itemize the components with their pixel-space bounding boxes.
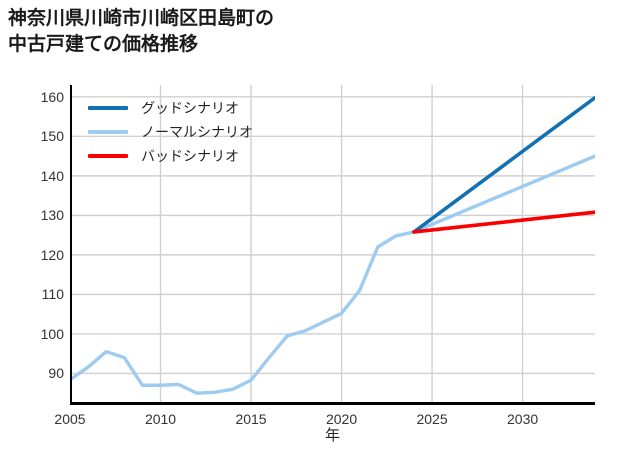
- series-line-0: [412, 95, 595, 234]
- chart-title: 神奈川県川崎市川崎区田島町の 中古戸建ての価格推移: [8, 8, 275, 56]
- legend-swatch-good: [88, 106, 128, 110]
- legend-swatch-normal: [88, 130, 128, 134]
- y-tick-label: 140: [40, 167, 64, 184]
- legend-item-good[interactable]: グッドシナリオ: [88, 96, 253, 120]
- legend-label-good: グッドシナリオ: [141, 100, 239, 116]
- series-line-1: [70, 154, 595, 395]
- legend-item-normal[interactable]: ノーマルシナリオ: [88, 120, 253, 144]
- gridlines: [70, 85, 595, 405]
- y-tick-label: 100: [40, 325, 64, 342]
- x-tick-label: 2005: [54, 411, 86, 427]
- x-axis-title: 年: [324, 427, 340, 444]
- axis-lines: [70, 85, 595, 405]
- x-tick-label: 2015: [235, 411, 267, 427]
- y-tick-label: 160: [40, 88, 64, 105]
- y-tick-label: 110: [41, 286, 64, 303]
- y-tick-label: 150: [40, 128, 64, 145]
- series-line-2: [412, 210, 595, 234]
- y-tick-label: 120: [40, 246, 64, 263]
- series-paths: [70, 95, 595, 395]
- plot-svg: [70, 85, 595, 405]
- chart-legend: グッドシナリオ ノーマルシナリオ バッドシナリオ: [84, 92, 259, 172]
- legend-item-bad[interactable]: バッドシナリオ: [88, 144, 253, 168]
- plot-area: グッドシナリオ ノーマルシナリオ バッドシナリオ: [70, 85, 595, 405]
- x-tick-label: 2020: [325, 411, 358, 427]
- legend-swatch-bad: [88, 154, 128, 158]
- legend-label-bad: バッドシナリオ: [141, 148, 239, 164]
- x-tick-label: 2030: [507, 411, 539, 427]
- y-tick-label: 90: [48, 365, 64, 382]
- legend-label-normal: ノーマルシナリオ: [141, 124, 253, 140]
- y-tick-label: 130: [40, 207, 64, 224]
- x-tick-label: 2010: [144, 411, 177, 427]
- x-tick-label: 2025: [416, 411, 448, 427]
